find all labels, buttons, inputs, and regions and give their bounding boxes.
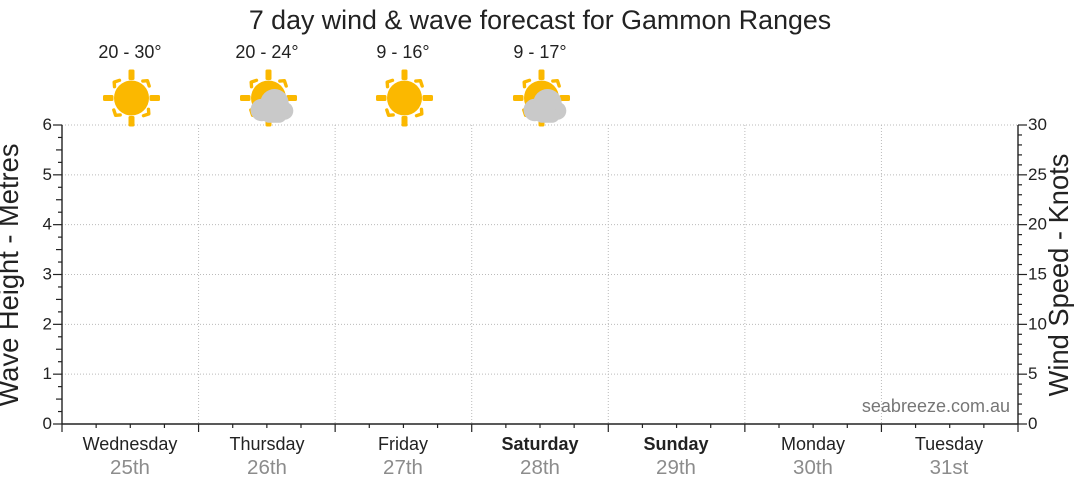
svg-text:seabreeze.com.au: seabreeze.com.au: [862, 396, 1010, 416]
svg-text:6: 6: [43, 115, 52, 134]
svg-text:Friday: Friday: [378, 434, 428, 454]
svg-text:0: 0: [43, 414, 52, 433]
svg-text:5: 5: [43, 165, 52, 184]
svg-text:29th: 29th: [656, 456, 696, 479]
svg-text:Wind Speed - Knots: Wind Speed - Knots: [1043, 154, 1074, 397]
svg-text:Tuesday: Tuesday: [915, 434, 983, 454]
svg-text:Saturday: Saturday: [501, 434, 578, 454]
svg-text:20 - 24°: 20 - 24°: [235, 42, 298, 62]
svg-text:30th: 30th: [793, 456, 833, 479]
svg-text:Wednesday: Wednesday: [83, 434, 178, 454]
svg-text:3: 3: [43, 265, 52, 284]
svg-text:28th: 28th: [520, 456, 560, 479]
svg-text:25th: 25th: [110, 456, 150, 479]
svg-text:31st: 31st: [930, 456, 969, 479]
svg-text:0: 0: [1028, 414, 1037, 433]
svg-text:4: 4: [43, 215, 52, 234]
svg-text:Sunday: Sunday: [643, 434, 708, 454]
svg-text:27th: 27th: [383, 456, 423, 479]
svg-text:20 - 30°: 20 - 30°: [98, 42, 161, 62]
svg-text:1: 1: [43, 364, 52, 383]
svg-text:Thursday: Thursday: [229, 434, 304, 454]
svg-text:9 - 17°: 9 - 17°: [513, 42, 566, 62]
svg-text:26th: 26th: [247, 456, 287, 479]
svg-text:2: 2: [43, 314, 52, 333]
svg-text:Monday: Monday: [781, 434, 845, 454]
svg-text:Wave Height - Metres: Wave Height - Metres: [0, 144, 24, 407]
svg-text:30: 30: [1028, 115, 1047, 134]
svg-text:5: 5: [1028, 364, 1037, 383]
svg-text:9 - 16°: 9 - 16°: [376, 42, 429, 62]
